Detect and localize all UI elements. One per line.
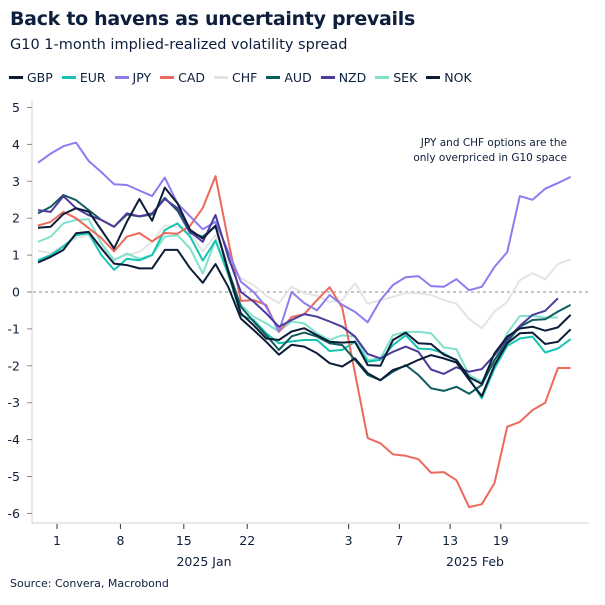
series-line-nzd [37,195,559,375]
legend-swatch [9,76,23,79]
legend-swatch [320,76,335,79]
series-line-gbp [37,186,572,385]
legend: GBP EUR JPY CAD CHF AUD NZD SEK NOK [9,70,472,85]
legend-swatch [61,76,76,79]
source-note: Source: Convera, Macrobond [10,577,169,590]
x-tick-label: 3 [345,533,353,548]
x-tick-label: 1 [53,533,61,548]
legend-item-aud: AUD [266,70,312,85]
series-line-sek [37,218,558,383]
legend-label: GBP [27,70,53,85]
y-tick-label: -2 [8,358,20,373]
legend-label: EUR [79,70,106,85]
y-tick-label: 2 [12,211,20,226]
legend-swatch [426,76,441,79]
legend-swatch [160,76,175,79]
series-line-eur [37,222,572,400]
legend-item-eur: EUR [61,70,106,85]
legend-item-jpy: JPY [114,70,152,85]
legend-label: JPY [132,70,152,85]
y-tick-label: -4 [8,432,21,447]
y-tick-label: 0 [12,285,20,300]
chart-title: Back to havens as uncertainty prevails [10,8,415,30]
y-tick-label: -1 [8,321,20,336]
series-line-cad [37,175,571,509]
x-tick-label: 7 [395,533,403,548]
chart-subtitle: G10 1-month implied-realized volatility … [10,37,348,53]
series-line-jpy [37,141,572,333]
y-tick-label: 4 [12,137,20,152]
legend-label: SEK [393,70,418,85]
legend-label: NZD [338,70,367,85]
legend-label: NOK [444,70,472,85]
legend-item-chf: CHF [214,70,257,85]
legend-item-nok: NOK [426,70,472,85]
x-tick-label: 22 [239,533,255,548]
x-month-label: 2025 Feb [446,554,504,569]
x-tick-label: 19 [493,533,509,548]
legend-label: CAD [178,70,206,85]
legend-item-nzd: NZD [320,70,367,85]
series-line-chf [37,224,571,330]
legend-swatch [214,76,229,79]
legend-item-gbp: GBP [9,70,53,85]
legend-swatch [375,76,390,79]
y-tick-label: -5 [8,469,20,484]
y-tick-label: -3 [8,395,20,410]
y-tick-label: 5 [12,100,20,115]
legend-label: CHF [232,70,258,85]
legend-swatch [114,76,129,79]
x-tick-label: 13 [442,533,458,548]
x-tick-label: 15 [176,533,192,548]
legend-swatch [266,76,281,79]
annotation-text: only overpriced in G10 space [413,152,567,164]
x-tick-label: 8 [116,533,124,548]
y-tick-label: 3 [12,174,20,189]
x-month-label: 2025 Jan [176,554,231,569]
legend-item-cad: CAD [160,70,205,85]
y-tick-label: 1 [12,248,20,263]
y-tick-label: -6 [8,506,21,521]
legend-item-sek: SEK [375,70,417,85]
annotation-text: JPY and CHF options are the [420,137,567,149]
series-line-nok [37,230,572,398]
legend-label: AUD [284,70,312,85]
